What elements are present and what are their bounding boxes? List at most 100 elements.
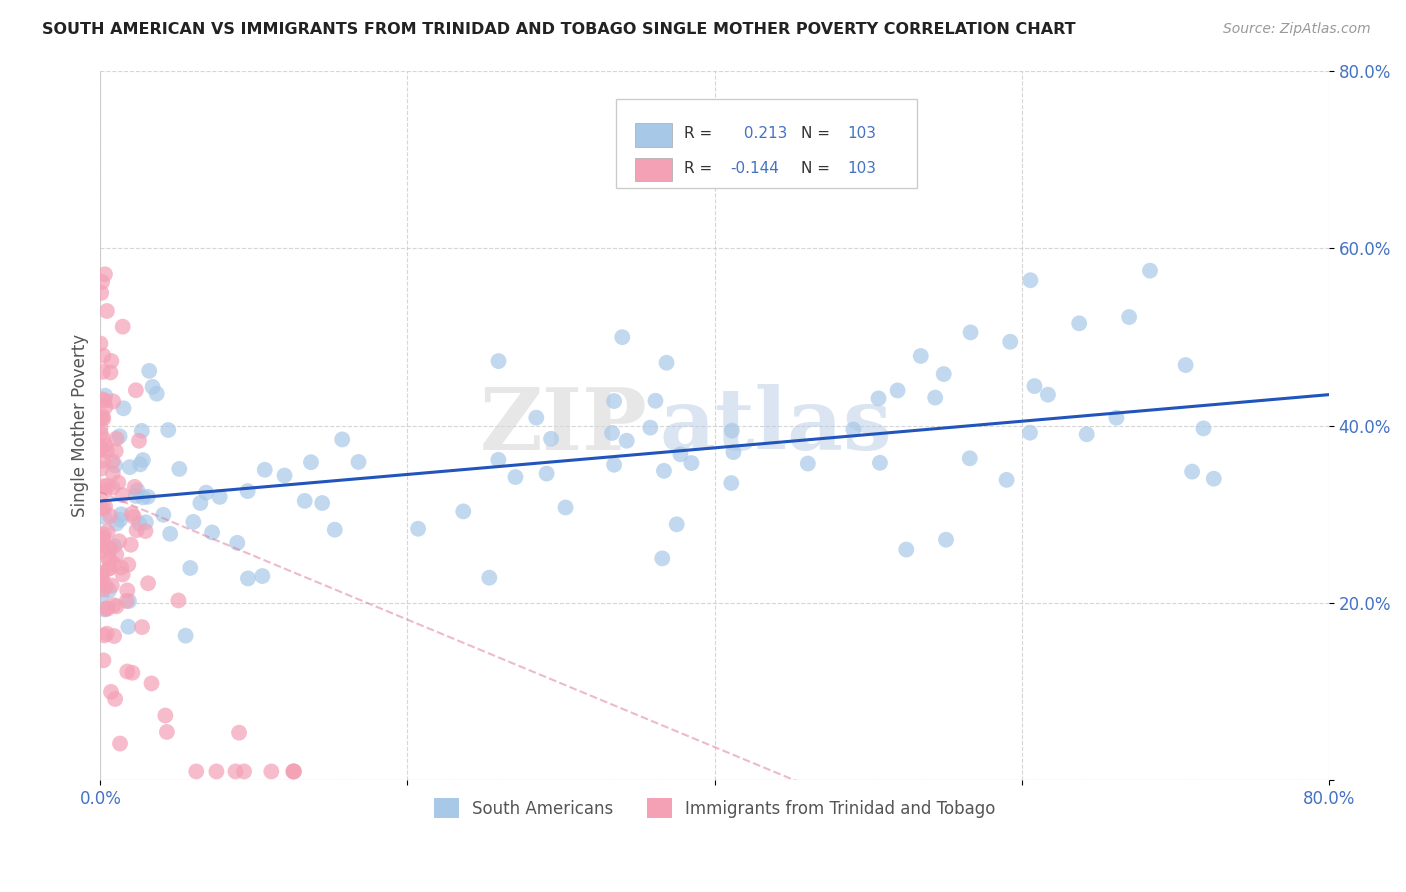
Point	[1181, 465, 1204, 479]
Point	[110, 508, 132, 522]
Point	[91, 441, 114, 455]
Point	[97, 524, 120, 539]
Point	[111, 567, 134, 582]
Point	[136, 576, 159, 591]
Point	[665, 517, 688, 532]
Point	[120, 538, 142, 552]
Point	[486, 452, 509, 467]
Point	[93, 532, 115, 546]
Point	[283, 764, 305, 779]
Point	[89, 421, 111, 435]
Point	[90, 411, 112, 425]
Point	[90, 589, 112, 603]
Point	[1105, 410, 1128, 425]
Point	[90, 461, 112, 475]
Point	[453, 504, 475, 518]
Point	[135, 515, 157, 529]
Point	[347, 455, 370, 469]
Point	[998, 334, 1021, 349]
Point	[669, 447, 692, 461]
Point	[90, 285, 112, 300]
Point	[652, 464, 675, 478]
Point	[869, 456, 891, 470]
Point	[101, 467, 124, 481]
Point	[868, 392, 890, 406]
Point	[959, 451, 981, 466]
Point	[94, 601, 117, 615]
Point	[1036, 387, 1059, 401]
Point	[125, 383, 148, 397]
Point	[283, 764, 305, 779]
Text: N =: N =	[800, 127, 834, 142]
Point	[132, 453, 155, 467]
Point	[111, 319, 134, 334]
Point	[183, 515, 205, 529]
Point	[935, 533, 957, 547]
Point	[896, 542, 918, 557]
Point	[128, 434, 150, 448]
Point	[96, 444, 118, 458]
Point	[236, 484, 259, 499]
Point	[91, 582, 114, 597]
Point	[1024, 379, 1046, 393]
Point	[145, 386, 167, 401]
Point	[159, 526, 181, 541]
Point	[323, 523, 346, 537]
Point	[224, 764, 246, 779]
Point	[96, 304, 118, 318]
Point	[105, 432, 128, 446]
Point	[98, 583, 121, 598]
Point	[959, 326, 981, 340]
Point	[125, 489, 148, 503]
Point	[103, 539, 125, 553]
Point	[94, 500, 117, 514]
Point	[97, 551, 120, 566]
Point	[141, 676, 163, 690]
Point	[91, 365, 114, 379]
Point	[655, 356, 678, 370]
Point	[169, 462, 191, 476]
Point	[540, 432, 562, 446]
Point	[136, 490, 159, 504]
Y-axis label: Single Mother Poverty: Single Mother Poverty	[72, 334, 89, 517]
Point	[98, 561, 121, 575]
Point	[121, 665, 143, 680]
Point	[94, 438, 117, 452]
Point	[90, 566, 112, 580]
Point	[94, 579, 117, 593]
Text: R =: R =	[683, 161, 717, 176]
Point	[616, 434, 638, 448]
Point	[100, 685, 122, 699]
Text: SOUTH AMERICAN VS IMMIGRANTS FROM TRINIDAD AND TOBAGO SINGLE MOTHER POVERTY CORR: SOUTH AMERICAN VS IMMIGRANTS FROM TRINID…	[42, 22, 1076, 37]
Point	[93, 527, 115, 541]
Point	[167, 593, 190, 607]
Point	[283, 764, 305, 779]
Point	[90, 426, 112, 441]
Point	[226, 536, 249, 550]
Point	[108, 737, 131, 751]
Point	[89, 336, 111, 351]
Point	[108, 429, 131, 443]
Point	[94, 400, 117, 414]
Legend: South Americans, Immigrants from Trinidad and Tobago: South Americans, Immigrants from Trinida…	[427, 791, 1002, 825]
Point	[186, 764, 208, 779]
Point	[157, 423, 180, 437]
Bar	[634, 123, 672, 147]
Point	[91, 412, 114, 426]
Point	[720, 476, 742, 491]
Point	[90, 570, 112, 584]
Point	[94, 602, 117, 616]
Point	[155, 708, 177, 723]
Point	[228, 725, 250, 739]
Point	[91, 432, 114, 446]
Point	[93, 501, 115, 516]
Point	[640, 420, 662, 434]
Text: 0.213: 0.213	[740, 127, 787, 142]
Point	[90, 544, 112, 558]
Point	[138, 364, 160, 378]
Point	[505, 470, 527, 484]
Point	[91, 454, 114, 468]
Point	[108, 513, 131, 527]
Point	[97, 601, 120, 615]
Point	[294, 494, 316, 508]
